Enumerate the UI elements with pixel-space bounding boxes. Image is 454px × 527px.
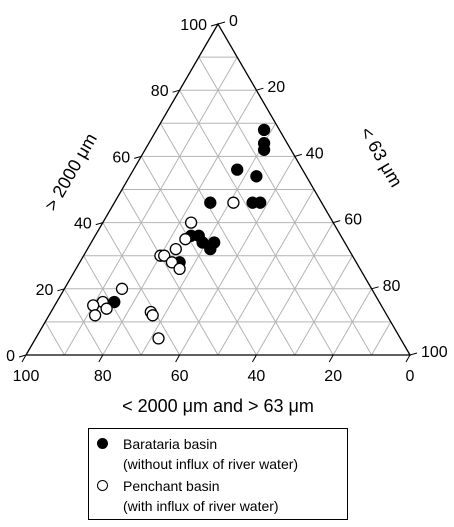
right-tick-label: 20 — [267, 79, 285, 96]
data-point-open — [115, 282, 129, 295]
grid-line — [255, 222, 334, 356]
tick-mark — [210, 23, 219, 27]
data-point-open — [158, 249, 171, 262]
data-point-filled — [231, 163, 244, 176]
tick-mark — [405, 354, 411, 363]
tick-mark — [333, 220, 341, 224]
open-circle-icon — [97, 480, 108, 491]
grid-line — [294, 255, 353, 356]
triangle-frame — [24, 22, 412, 356]
data-point-open — [227, 196, 240, 209]
data-point-open — [165, 256, 179, 269]
left-tick-label: 80 — [151, 83, 169, 100]
data-point-filled — [196, 236, 209, 249]
left-tick-label: 100 — [180, 17, 207, 34]
left-tick-label: 40 — [74, 216, 92, 233]
data-point-open — [100, 302, 113, 315]
legend-label: Penchant basin — [123, 478, 220, 494]
grid-line — [198, 56, 373, 356]
data-point-open — [179, 233, 192, 246]
data-point-open — [146, 309, 159, 322]
data-point-filled — [257, 143, 271, 156]
data-point-filled — [250, 170, 263, 183]
bottom-tick-label: 80 — [94, 368, 112, 385]
right-tick-label: 80 — [383, 278, 401, 295]
right-axis-title: < 63 μm — [356, 123, 406, 190]
tick-mark — [134, 155, 142, 159]
grid-line — [102, 222, 181, 356]
tick-mark — [175, 354, 181, 363]
data-point-open — [87, 299, 100, 312]
data-point-open — [184, 216, 198, 229]
tick-mark — [371, 286, 379, 290]
grid-lines — [44, 56, 392, 356]
legend-sublabel: (without influx of river water) — [123, 456, 299, 472]
tick-mark — [21, 354, 27, 363]
grid-line — [371, 321, 392, 356]
tick-mark — [409, 352, 418, 356]
data-point-filled — [254, 196, 267, 209]
tick-mark — [217, 21, 226, 25]
tick-mark — [98, 354, 104, 363]
bottom-tick-label: 0 — [406, 368, 415, 385]
grid-line — [217, 189, 315, 356]
bottom-tick-label: 60 — [171, 368, 189, 385]
data-points — [87, 123, 271, 345]
tick-mark — [256, 87, 264, 91]
left-tick-label: 60 — [112, 149, 130, 166]
bottom-tick-label: 40 — [248, 368, 266, 385]
data-point-open — [152, 332, 165, 345]
tick-mark — [172, 89, 180, 93]
left-axis-title: > 2000 μm — [41, 130, 101, 214]
triangle-outline — [24, 22, 412, 356]
left-tick-label: 0 — [6, 348, 15, 365]
filled-circle-icon — [97, 438, 108, 449]
tick-mark — [294, 153, 302, 157]
legend: Barataria basin (without influx of river… — [88, 428, 348, 520]
data-point-filled — [204, 242, 217, 256]
data-point-open — [173, 262, 186, 276]
left-tick-label: 20 — [36, 282, 54, 299]
right-tick-label: 0 — [229, 13, 238, 30]
tick-mark — [18, 354, 27, 358]
grid-line — [159, 123, 296, 356]
tick-mark — [57, 288, 65, 292]
bottom-tick-label: 20 — [324, 368, 342, 385]
tick-labels: 0 0 100 20 20 80 40 40 60 60 60 40 80 80 20 100 100 0 — [6, 13, 448, 385]
tick-mark — [251, 354, 257, 363]
right-tick-label: 40 — [306, 145, 324, 162]
grid-line — [332, 288, 373, 356]
data-point-open — [88, 309, 102, 322]
legend-sublabel: (with influx of river water) — [123, 498, 279, 514]
tick-mark — [95, 222, 103, 226]
data-point-open — [169, 242, 182, 256]
right-tick-label: 100 — [421, 344, 448, 361]
legend-label: Barataria basin — [123, 436, 218, 452]
right-tick-label: 60 — [344, 212, 362, 229]
grid-line — [121, 189, 219, 356]
data-point-filled — [204, 196, 217, 209]
grid-line — [63, 288, 104, 356]
grid-line — [44, 321, 65, 356]
grid-line — [140, 123, 277, 356]
bottom-axis-title: < 2000 μm and > 63 μm — [122, 396, 314, 416]
data-point-filled — [257, 123, 271, 137]
bottom-tick-label: 100 — [13, 368, 40, 385]
tick-mark — [328, 354, 334, 363]
